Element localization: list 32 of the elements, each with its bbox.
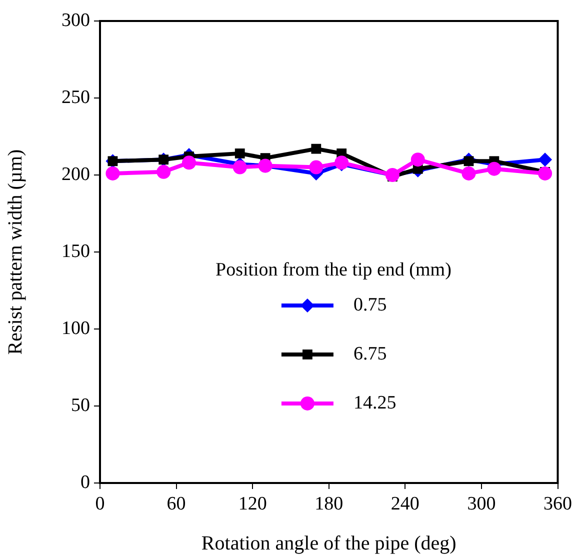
point [410,152,425,167]
point [487,162,502,176]
point [234,148,245,158]
legend-label: 0.75 [353,294,387,316]
y-tick-label: 100 [62,318,90,339]
x-tick-label: 300 [467,493,496,514]
point [462,166,476,180]
legend-label: 14.25 [353,392,396,414]
x-tick-label: 240 [390,493,420,514]
point [538,152,552,167]
legend-label: 6.75 [353,343,387,364]
y-tick-label: 50 [71,394,90,416]
point [182,156,196,170]
x-tick-label: 60 [166,493,186,514]
x-tick-label: 0 [95,493,105,514]
x-axis-title: Rotation angle of the pipe (deg) [201,532,456,554]
y-tick-label: 250 [62,86,90,108]
x-tick-label: 120 [238,493,267,514]
x-tick-label: 180 [314,493,344,514]
point [309,160,324,174]
point [232,160,247,174]
point [156,164,171,179]
y-tick-label: 150 [62,240,90,262]
x-tick-label: 360 [544,493,572,514]
y-axis-title: Resist pattern width (µm) [4,149,26,355]
point [106,166,120,180]
point [538,166,552,180]
y-tick-label: 200 [62,164,90,185]
legend-title: Position from the tip end (mm) [216,259,452,280]
y-tick-label: 300 [62,10,90,31]
point [311,144,322,154]
y-tick-label: 0 [80,472,90,493]
